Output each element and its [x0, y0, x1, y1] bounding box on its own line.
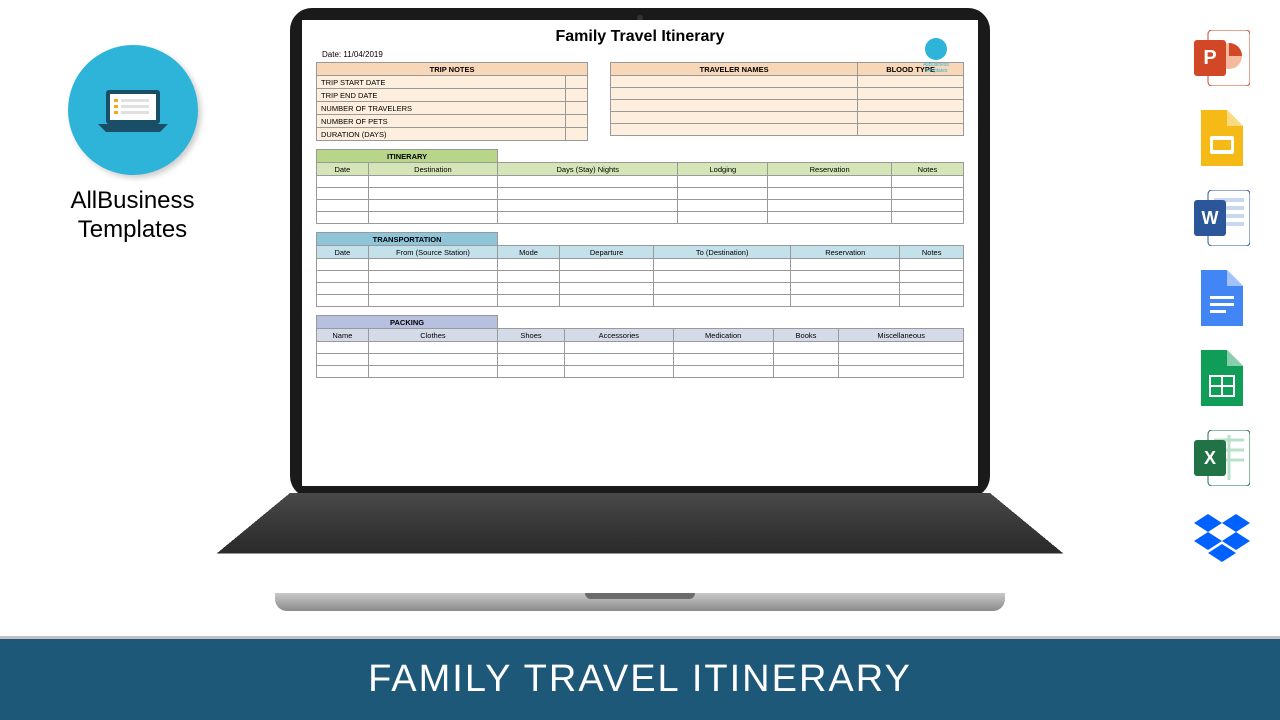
google-slides-icon[interactable] [1194, 110, 1250, 166]
packing-table: PACKING NameClothesShoesAccessoriesMedic… [316, 315, 964, 378]
brand-logo: AllBusiness Templates [45, 45, 220, 245]
brand-logo-circle [68, 45, 198, 175]
document-preview: Family Travel Itinerary AllBusiness Temp… [302, 20, 978, 486]
brand-name: AllBusiness Templates [45, 187, 220, 245]
transportation-table: TRANSPORTATION DateFrom (Source Station)… [316, 232, 964, 307]
laptop-mockup: Family Travel Itinerary AllBusiness Temp… [275, 8, 1005, 618]
app-icons-column: P W X [1194, 30, 1250, 566]
dropbox-icon[interactable] [1194, 510, 1250, 566]
document-small-logo: AllBusiness Templates [918, 38, 954, 74]
google-sheets-icon[interactable] [1194, 350, 1250, 406]
powerpoint-icon[interactable]: P [1194, 30, 1250, 86]
google-docs-icon[interactable] [1194, 270, 1250, 326]
bottom-title-text: FAMILY TRAVEL ITINERARY [368, 658, 912, 701]
excel-icon[interactable]: X [1194, 430, 1250, 486]
itinerary-table: ITINERARY DateDestinationDays (Stay) Nig… [316, 149, 964, 224]
date-row: Date: 11/04/2019 [322, 50, 964, 59]
bottom-title-bar: FAMILY TRAVEL ITINERARY [0, 636, 1280, 720]
document-title: Family Travel Itinerary [316, 28, 964, 46]
svg-text:W: W [1202, 208, 1219, 228]
traveler-table: TRAVELER NAMESBLOOD TYPE [610, 62, 964, 136]
svg-text:X: X [1204, 448, 1216, 468]
trip-notes-table: TRIP NOTES TRIP START DATE TRIP END DATE… [316, 62, 588, 141]
word-icon[interactable]: W [1194, 190, 1250, 246]
svg-text:P: P [1203, 47, 1216, 69]
